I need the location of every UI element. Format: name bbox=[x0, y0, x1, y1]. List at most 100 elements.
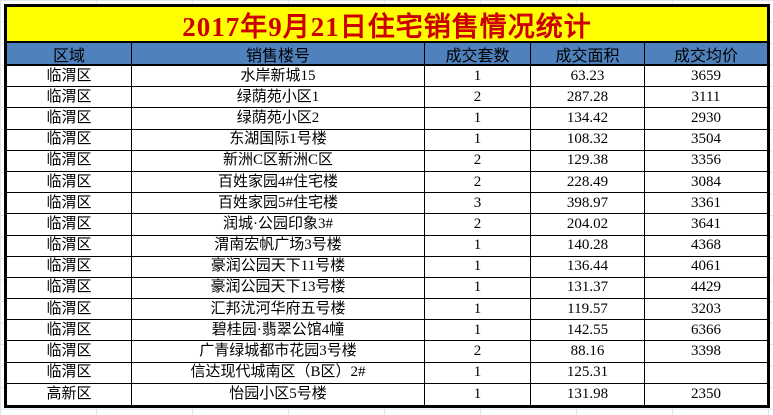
cell-building: 百姓家园5#住宅楼 bbox=[132, 193, 425, 214]
cell-region: 临渭区 bbox=[7, 193, 132, 214]
cell-region: 临渭区 bbox=[7, 256, 132, 277]
cell-building: 新洲C区新洲C区 bbox=[132, 150, 425, 171]
cell-avg-price: 6366 bbox=[691, 321, 721, 338]
table-row: 临渭区 豪润公园天下11号楼 1 136.44 4061 bbox=[7, 256, 767, 278]
cell-building: 信达现代城南区（B区）2# bbox=[132, 362, 425, 383]
cell-region: 临渭区 bbox=[7, 299, 132, 320]
cell-units: 1 bbox=[425, 362, 531, 383]
cell-building: 碧桂园·翡翠公馆4幢 bbox=[132, 320, 425, 341]
cell-area: 108.32 bbox=[531, 129, 645, 150]
cell-building: 豪润公园天下11号楼 bbox=[132, 256, 425, 277]
cell-units: 1 bbox=[425, 299, 531, 320]
cell-avg-price: 3111 bbox=[691, 88, 721, 105]
cell-building: 绿荫苑小区2 bbox=[132, 108, 425, 129]
cell-units: 2 bbox=[425, 214, 531, 235]
cell-units: 2 bbox=[425, 341, 531, 362]
header-cell-avg-price: 成交均价 bbox=[673, 47, 738, 65]
cell-area: 134.42 bbox=[531, 108, 645, 129]
cell-area: 140.28 bbox=[531, 235, 645, 256]
table-row: 临渭区 信达现代城南区（B区）2# 1 125.31 bbox=[7, 362, 767, 384]
cell-region: 临渭区 bbox=[7, 277, 132, 299]
cell-area: 398.97 bbox=[531, 193, 645, 214]
cell-building: 水岸新城15 bbox=[132, 66, 425, 87]
header-cell-units: 成交套数 bbox=[425, 43, 531, 64]
cell-units: 1 bbox=[425, 277, 531, 299]
cell-units: 1 bbox=[425, 108, 531, 129]
table-row: 临渭区 百姓家园4#住宅楼 2 228.49 3084 bbox=[7, 171, 767, 194]
cell-avg-price: 3203 bbox=[691, 300, 721, 317]
cell-area: 119.57 bbox=[531, 299, 645, 320]
cell-units: 2 bbox=[425, 150, 531, 171]
cell-avg-price: 3504 bbox=[691, 131, 721, 148]
cell-building: 怡园小区5号楼 bbox=[132, 383, 425, 405]
cell-building: 百姓家园4#住宅楼 bbox=[132, 171, 425, 193]
table-row: 临渭区 新洲C区新洲C区 2 129.38 3356 bbox=[7, 150, 767, 172]
cell-region: 临渭区 bbox=[7, 150, 132, 171]
table-row: 临渭区 百姓家园5#住宅楼 3 398.97 3361 bbox=[7, 193, 767, 215]
table-body: 临渭区 水岸新城15 1 63.23 3659 临渭区 绿荫苑小区1 2 287… bbox=[7, 66, 767, 405]
header-cell-region: 区域 bbox=[7, 43, 132, 64]
table-row: 临渭区 水岸新城15 1 63.23 3659 bbox=[7, 66, 767, 88]
cell-avg-price: 3641 bbox=[691, 215, 721, 232]
cell-avg-price: 4061 bbox=[691, 258, 721, 275]
cell-avg-price: 2350 bbox=[691, 385, 721, 402]
table-row: 临渭区 碧桂园·翡翠公馆4幢 1 142.55 6366 bbox=[7, 320, 767, 342]
cell-building: 汇邦沋河华府五号楼 bbox=[132, 299, 425, 320]
cell-avg-price: 2930 bbox=[691, 109, 721, 126]
cell-building: 绿荫苑小区1 bbox=[132, 87, 425, 108]
cell-region: 临渭区 bbox=[7, 235, 132, 256]
cell-area: 125.31 bbox=[531, 362, 645, 383]
table-row: 临渭区 广青绿城都市花园3号楼 2 88.16 3398 bbox=[7, 341, 767, 363]
cell-area: 131.98 bbox=[531, 383, 645, 405]
cell-area: 88.16 bbox=[531, 341, 645, 362]
cell-units: 1 bbox=[425, 235, 531, 256]
table-row: 临渭区 东湖国际1号楼 1 108.32 3504 bbox=[7, 129, 767, 151]
cell-avg-price: 3084 bbox=[691, 173, 721, 190]
cell-units: 1 bbox=[425, 383, 531, 405]
cell-units: 2 bbox=[425, 171, 531, 193]
cell-region: 临渭区 bbox=[7, 129, 132, 150]
cell-region: 临渭区 bbox=[7, 66, 132, 87]
cell-region: 临渭区 bbox=[7, 320, 132, 341]
table-row: 临渭区 绿荫苑小区1 2 287.28 3111 bbox=[7, 87, 767, 109]
table-row: 临渭区 润城·公园印象3# 2 204.02 3641 bbox=[7, 214, 767, 236]
cell-region: 高新区 bbox=[7, 383, 132, 405]
table-row: 临渭区 豪润公园天下13号楼 1 131.37 4429 bbox=[7, 277, 767, 300]
cell-area: 228.49 bbox=[531, 171, 645, 193]
cell-building: 渭南宏帆广场3号楼 bbox=[132, 235, 425, 256]
header-cell-area: 成交面积 bbox=[531, 43, 645, 64]
cell-avg-price: 4429 bbox=[691, 279, 721, 296]
cell-avg-price: 3659 bbox=[691, 67, 721, 84]
cell-building: 豪润公园天下13号楼 bbox=[132, 277, 425, 299]
cell-region: 临渭区 bbox=[7, 171, 132, 193]
sales-statistics-table: 2017年9月21日住宅销售情况统计 区域 销售楼号 成交套数 成交面积 成交均… bbox=[4, 4, 770, 408]
cell-area: 142.55 bbox=[531, 320, 645, 341]
table-title: 2017年9月21日住宅销售情况统计 bbox=[7, 7, 767, 43]
cell-area: 287.28 bbox=[531, 87, 645, 108]
cell-building: 润城·公园印象3# bbox=[132, 214, 425, 235]
cell-area: 63.23 bbox=[531, 66, 645, 87]
header-cell-building: 销售楼号 bbox=[132, 43, 425, 64]
cell-avg-price: 3361 bbox=[691, 194, 721, 211]
table-row: 高新区 怡园小区5号楼 1 131.98 2350 bbox=[7, 383, 767, 405]
cell-avg-price: 4368 bbox=[691, 237, 721, 254]
table-row: 临渭区 绿荫苑小区2 1 134.42 2930 bbox=[7, 108, 767, 130]
cell-building: 广青绿城都市花园3号楼 bbox=[132, 341, 425, 362]
cell-units: 1 bbox=[425, 66, 531, 87]
cell-area: 131.37 bbox=[531, 277, 645, 299]
table-row: 临渭区 汇邦沋河华府五号楼 1 119.57 3203 bbox=[7, 299, 767, 321]
cell-building: 东湖国际1号楼 bbox=[132, 129, 425, 150]
cell-region: 临渭区 bbox=[7, 214, 132, 235]
cell-area: 129.38 bbox=[531, 150, 645, 171]
cell-region: 临渭区 bbox=[7, 341, 132, 362]
cell-avg-price bbox=[645, 363, 767, 383]
cell-region: 临渭区 bbox=[7, 87, 132, 108]
cell-area: 136.44 bbox=[531, 256, 645, 277]
cell-units: 2 bbox=[425, 87, 531, 108]
cell-avg-price: 3356 bbox=[691, 152, 721, 169]
cell-region: 临渭区 bbox=[7, 362, 132, 383]
cell-units: 1 bbox=[425, 256, 531, 277]
cell-units: 1 bbox=[425, 320, 531, 341]
cell-region: 临渭区 bbox=[7, 108, 132, 129]
